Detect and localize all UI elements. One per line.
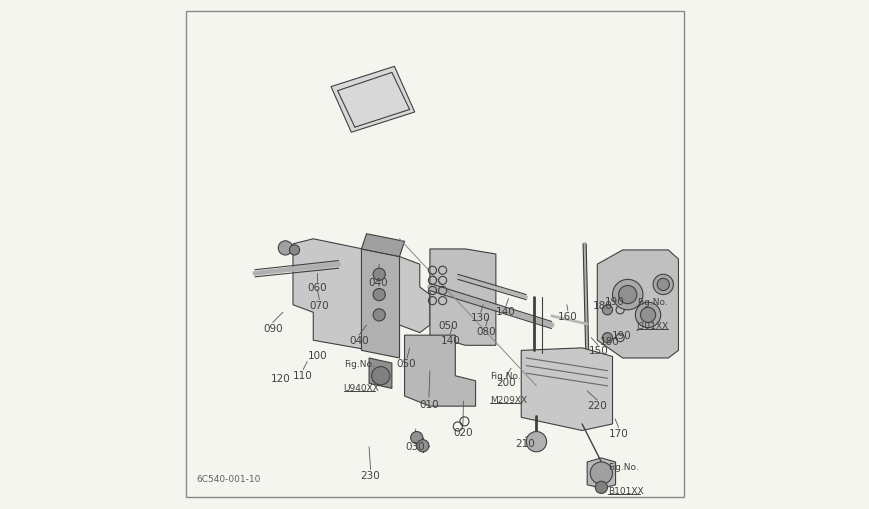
Text: 040: 040	[368, 277, 388, 288]
Text: 110: 110	[293, 370, 313, 380]
Circle shape	[640, 307, 655, 323]
Text: 050: 050	[396, 358, 416, 369]
Text: 070: 070	[309, 300, 328, 310]
Text: B101XX: B101XX	[607, 487, 643, 495]
Text: 190: 190	[611, 330, 631, 341]
Text: 040: 040	[348, 335, 368, 346]
Text: Fig.No.: Fig.No.	[636, 297, 667, 306]
Text: 180: 180	[599, 336, 619, 347]
Circle shape	[373, 309, 385, 321]
Text: 230: 230	[361, 470, 380, 479]
Polygon shape	[597, 250, 678, 358]
Circle shape	[653, 275, 673, 295]
Polygon shape	[429, 249, 495, 346]
Text: 160: 160	[557, 312, 577, 321]
Text: 090: 090	[262, 323, 282, 333]
Text: 130: 130	[470, 313, 490, 323]
Text: 210: 210	[514, 438, 534, 448]
Polygon shape	[404, 335, 475, 406]
Circle shape	[634, 302, 660, 328]
Circle shape	[371, 367, 389, 385]
Polygon shape	[330, 67, 415, 133]
Text: 080: 080	[475, 326, 495, 336]
Polygon shape	[368, 358, 391, 389]
Circle shape	[656, 279, 668, 291]
Text: 120: 120	[270, 374, 290, 383]
Text: 060: 060	[307, 282, 327, 292]
Polygon shape	[521, 348, 612, 431]
Circle shape	[601, 305, 612, 315]
Text: J301XX: J301XX	[636, 321, 668, 330]
Circle shape	[589, 462, 612, 485]
Text: 020: 020	[453, 427, 472, 437]
Text: 190: 190	[605, 296, 624, 306]
Circle shape	[416, 440, 428, 452]
Text: 170: 170	[608, 428, 627, 438]
Text: U940XX: U940XX	[343, 384, 379, 392]
Text: 140: 140	[495, 306, 515, 316]
Circle shape	[373, 289, 385, 301]
Text: 030: 030	[404, 441, 424, 451]
Polygon shape	[361, 234, 404, 257]
Text: Fig.No.: Fig.No.	[607, 462, 639, 471]
Circle shape	[526, 432, 546, 452]
Text: 6C540-001-10: 6C540-001-10	[196, 474, 261, 484]
Polygon shape	[293, 239, 429, 356]
Text: 050: 050	[438, 320, 457, 330]
Circle shape	[289, 245, 299, 256]
Text: 140: 140	[440, 335, 460, 346]
Text: 180: 180	[592, 300, 612, 310]
Text: 220: 220	[587, 401, 607, 410]
Circle shape	[373, 269, 385, 281]
Polygon shape	[587, 458, 615, 488]
Polygon shape	[361, 249, 399, 358]
Text: 200: 200	[495, 377, 515, 387]
Text: 010: 010	[419, 399, 438, 409]
Text: 100: 100	[307, 351, 327, 361]
Text: Fig.No.: Fig.No.	[343, 359, 374, 369]
Circle shape	[618, 286, 636, 304]
Text: Fig.No.: Fig.No.	[489, 371, 520, 380]
Text: 150: 150	[587, 346, 607, 356]
Circle shape	[278, 241, 292, 256]
Circle shape	[601, 333, 612, 343]
Circle shape	[594, 482, 607, 493]
Circle shape	[410, 432, 422, 444]
Circle shape	[612, 280, 642, 310]
Text: M209XX: M209XX	[489, 395, 527, 404]
